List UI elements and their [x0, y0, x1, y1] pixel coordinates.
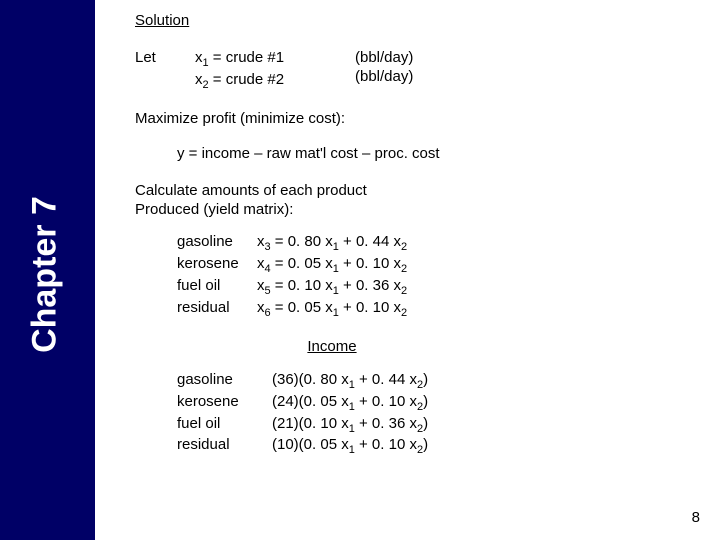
let-units: (bbl/day) (bbl/day) — [355, 49, 413, 93]
page-number: 8 — [692, 509, 700, 526]
yield-eq: x6 = 0. 05 x1 + 0. 10 x2 — [257, 299, 407, 321]
yield-eq: x3 = 0. 80 x1 + 0. 44 x2 — [257, 233, 407, 255]
income-name: fuel oil — [177, 415, 272, 437]
income-name: kerosene — [177, 393, 272, 415]
yield-block: gasolinex3 = 0. 80 x1 + 0. 44 x2kerosene… — [177, 233, 695, 320]
let-text-2: = crude #2 — [209, 71, 284, 88]
yield-row: gasolinex3 = 0. 80 x1 + 0. 44 x2 — [177, 233, 695, 255]
calc-line-1: Calculate amounts of each product — [135, 182, 695, 201]
let-block: Let x1 = crude #1 x2 = crude #2 (bbl/day… — [135, 49, 695, 93]
let-line-2: x2 = crude #2 — [195, 71, 355, 93]
income-eq: (36)(0. 80 x1 + 0. 44 x2) — [272, 371, 428, 393]
yield-row: residualx6 = 0. 05 x1 + 0. 10 x2 — [177, 299, 695, 321]
let-line-1: x1 = crude #1 — [195, 49, 355, 71]
income-eq: (10)(0. 05 x1 + 0. 10 x2) — [272, 436, 428, 458]
calc-line-2: Produced (yield matrix): — [135, 201, 695, 220]
yield-name: fuel oil — [177, 277, 257, 299]
income-eq: (24)(0. 05 x1 + 0. 10 x2) — [272, 393, 428, 415]
income-row: kerosene(24)(0. 05 x1 + 0. 10 x2) — [177, 393, 695, 415]
solution-title: Solution — [135, 12, 695, 31]
let-text-1: = crude #1 — [209, 49, 284, 66]
calc-text: Calculate amounts of each product Produc… — [135, 182, 695, 220]
sidebar: Chapter 7 — [0, 0, 95, 540]
content-area: Solution Let x1 = crude #1 x2 = crude #2… — [135, 12, 695, 458]
income-title: Income — [177, 338, 487, 357]
income-row: fuel oil(21)(0. 10 x1 + 0. 36 x2) — [177, 415, 695, 437]
income-name: residual — [177, 436, 272, 458]
chapter-label: Chapter 7 — [26, 170, 65, 380]
yield-row: fuel oilx5 = 0. 10 x1 + 0. 36 x2 — [177, 277, 695, 299]
income-row: residual(10)(0. 05 x1 + 0. 10 x2) — [177, 436, 695, 458]
yield-eq: x5 = 0. 10 x1 + 0. 36 x2 — [257, 277, 407, 299]
unit-1: (bbl/day) — [355, 49, 413, 68]
let-label: Let — [135, 49, 195, 93]
yield-name: kerosene — [177, 255, 257, 277]
yield-name: gasoline — [177, 233, 257, 255]
let-definitions: x1 = crude #1 x2 = crude #2 — [195, 49, 355, 93]
maximize-text: Maximize profit (minimize cost): — [135, 110, 695, 129]
yield-eq: x4 = 0. 05 x1 + 0. 10 x2 — [257, 255, 407, 277]
unit-2: (bbl/day) — [355, 68, 413, 87]
yield-name: residual — [177, 299, 257, 321]
income-eq: (21)(0. 10 x1 + 0. 36 x2) — [272, 415, 428, 437]
objective-equation: y = income – raw mat'l cost – proc. cost — [177, 145, 695, 164]
income-name: gasoline — [177, 371, 272, 393]
yield-row: kerosenex4 = 0. 05 x1 + 0. 10 x2 — [177, 255, 695, 277]
income-block: gasoline(36)(0. 80 x1 + 0. 44 x2)kerosen… — [177, 371, 695, 458]
income-row: gasoline(36)(0. 80 x1 + 0. 44 x2) — [177, 371, 695, 393]
